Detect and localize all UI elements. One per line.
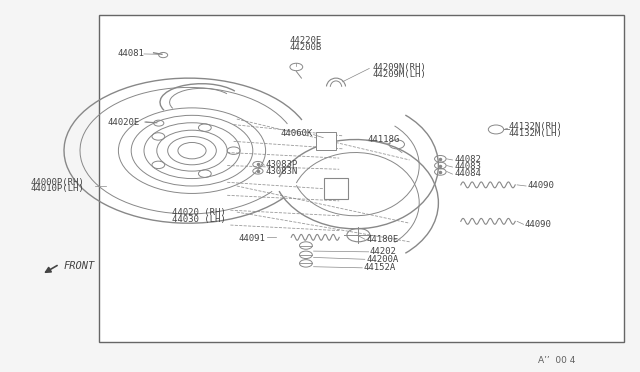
Text: 44084: 44084 bbox=[454, 169, 481, 178]
Text: 44200A: 44200A bbox=[366, 255, 398, 264]
Text: 44180E: 44180E bbox=[366, 235, 398, 244]
Text: 43083N: 43083N bbox=[266, 167, 298, 176]
Text: 44060K: 44060K bbox=[280, 129, 312, 138]
Text: 44030 (LH): 44030 (LH) bbox=[172, 215, 225, 224]
Text: 44132M(LH): 44132M(LH) bbox=[509, 129, 563, 138]
Text: 44209M(LH): 44209M(LH) bbox=[372, 70, 426, 79]
Bar bbox=[99, 15, 624, 342]
Text: FRONT: FRONT bbox=[64, 261, 95, 271]
Text: 44010P(LH): 44010P(LH) bbox=[31, 185, 84, 193]
Text: 44118G: 44118G bbox=[368, 135, 400, 144]
Text: 44081: 44081 bbox=[117, 49, 144, 58]
Text: 44082: 44082 bbox=[454, 155, 481, 164]
Text: A’’  00 4: A’’ 00 4 bbox=[538, 356, 575, 365]
Text: 44152A: 44152A bbox=[364, 263, 396, 272]
Text: 44202: 44202 bbox=[370, 247, 397, 256]
Text: 44000P(RH): 44000P(RH) bbox=[31, 178, 84, 187]
Text: 44020E: 44020E bbox=[108, 118, 140, 126]
Text: 44090: 44090 bbox=[528, 181, 555, 190]
Text: 44200B: 44200B bbox=[290, 43, 322, 52]
Text: 44132N(RH): 44132N(RH) bbox=[509, 122, 563, 131]
Text: 44091: 44091 bbox=[239, 234, 266, 243]
Text: 43083P: 43083P bbox=[266, 160, 298, 169]
Text: 44209N(RH): 44209N(RH) bbox=[372, 63, 426, 72]
Bar bbox=[316, 132, 336, 150]
Text: 44220E: 44220E bbox=[290, 36, 322, 45]
Text: 44020 (RH): 44020 (RH) bbox=[172, 208, 225, 217]
Bar bbox=[324, 179, 348, 199]
Text: 44083: 44083 bbox=[454, 162, 481, 171]
Text: 44090: 44090 bbox=[525, 220, 552, 229]
